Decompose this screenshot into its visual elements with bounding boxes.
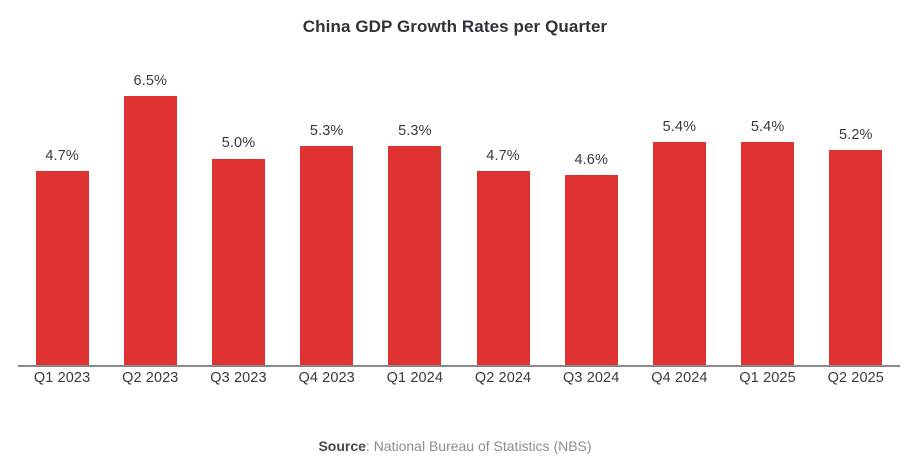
bar[interactable] [300, 146, 354, 366]
bar-group: 4.7% [459, 55, 547, 366]
bar[interactable] [829, 150, 883, 366]
bar-value-label: 5.4% [750, 118, 785, 135]
x-axis-tick-label: Q2 2023 [122, 370, 179, 386]
x-axis-line [18, 365, 900, 367]
bar-value-label: 4.6% [574, 151, 608, 168]
bar-group: 4.7% [18, 55, 106, 366]
x-axis-tick-label: Q3 2023 [210, 370, 267, 386]
bar-group: 5.2% [812, 55, 900, 366]
source-note: Source: National Bureau of Statistics (N… [0, 438, 910, 454]
bar-group: 4.6% [547, 55, 635, 366]
bar-value-label: 4.7% [45, 147, 79, 164]
bar-group: 6.5% [106, 55, 194, 366]
bar-value-label: 4.7% [486, 147, 520, 164]
source-note-text: National Bureau of Statistics (NBS) [373, 438, 592, 454]
source-note-label: Source [318, 438, 366, 454]
bar-group: 5.3% [283, 55, 371, 366]
bar[interactable] [123, 96, 177, 366]
x-axis-tick-label: Q1 2023 [33, 370, 91, 386]
x-axis-tick-label: Q1 2024 [386, 370, 443, 386]
bar[interactable] [388, 146, 442, 366]
bar-value-label: 5.4% [662, 118, 697, 135]
bar-value-label: 5.3% [309, 122, 344, 139]
bar[interactable] [564, 175, 618, 366]
x-axis-tick-label: Q3 2024 [563, 370, 620, 386]
bar[interactable] [741, 142, 795, 366]
bar-value-label: 5.2% [839, 126, 873, 143]
x-axis-tick-label: Q1 2025 [739, 370, 796, 386]
chart-title: China GDP Growth Rates per Quarter [302, 17, 608, 36]
bar-group: 5.3% [371, 55, 459, 366]
bar-group: 5.4% [724, 55, 812, 366]
bar-series: 4.7% 6.5% 5.0% 5.3% 5.3% 4.7% 4.6% 5.4% 5.4% 5.2% [18, 55, 900, 366]
bar-group: 5.0% [194, 55, 282, 366]
source-note-separator: : [365, 438, 374, 454]
x-axis-tick-label: Q2 2024 [474, 370, 532, 386]
bar-value-label: 5.0% [221, 135, 256, 152]
bar-value-label: 5.3% [398, 122, 432, 139]
bar-value-label: 6.5% [133, 72, 167, 89]
x-axis-tick-label: Q4 2024 [651, 370, 708, 386]
bar[interactable] [211, 158, 265, 366]
bar[interactable] [652, 142, 706, 366]
bar-group: 5.4% [635, 55, 723, 366]
x-axis-tick-label: Q2 2025 [827, 370, 884, 386]
bar[interactable] [35, 171, 89, 366]
x-axis-tick-label: Q4 2023 [298, 370, 355, 386]
plot-area: 4.7% 6.5% 5.0% 5.3% 5.3% 4.7% 4.6% 5.4% 5.4% 5.2% [18, 55, 900, 366]
bar[interactable] [476, 171, 530, 366]
x-axis-tick-labels: Q1 2023 Q2 2023 Q3 2023 Q4 2023 Q1 2024 Q2 20… [18, 370, 900, 386]
